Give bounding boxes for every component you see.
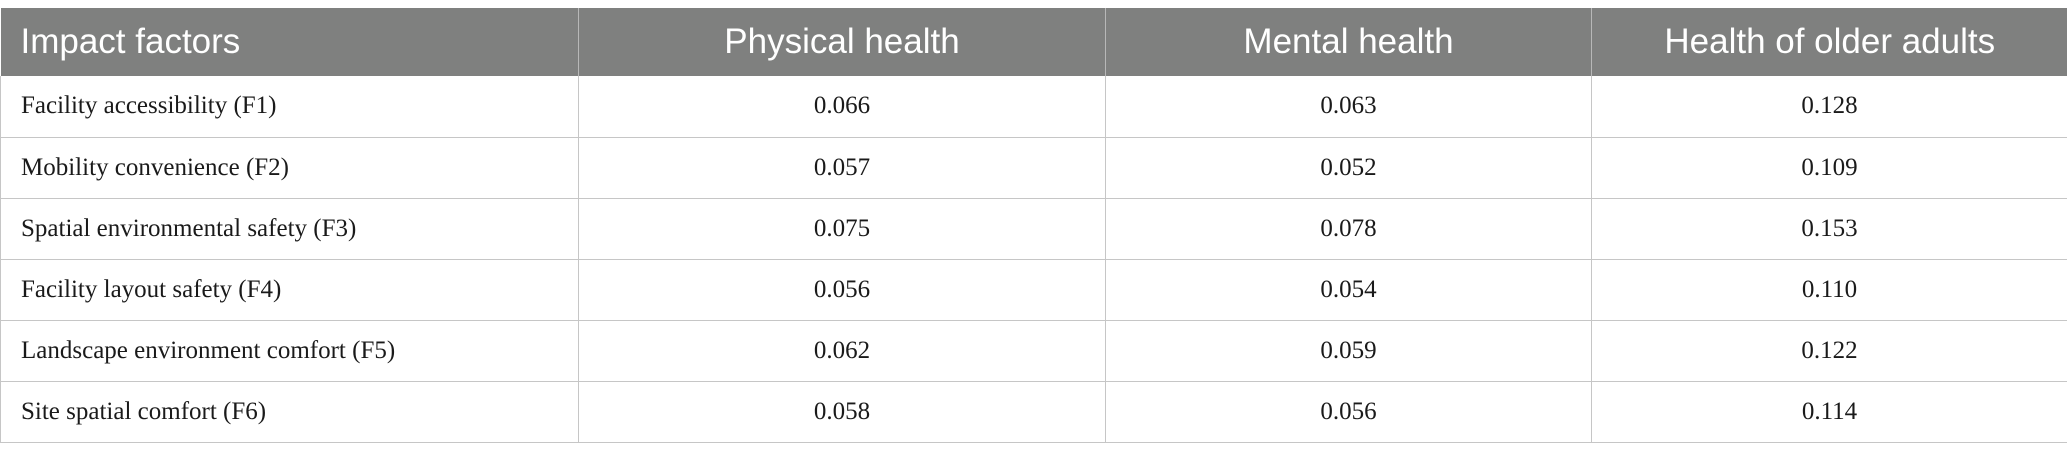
table-row: Site spatial comfort (F6) 0.058 0.056 0.… (0, 381, 2067, 443)
table-row: Mobility convenience (F2) 0.057 0.052 0.… (0, 137, 2067, 199)
header-impact-factors: Impact factors (0, 8, 579, 76)
table-body: Facility accessibility (F1) 0.066 0.063 … (0, 76, 2067, 443)
physical-health-value: 0.056 (578, 259, 1106, 321)
older-adults-health-value: 0.109 (1591, 137, 2067, 199)
header-mental-health: Mental health (1105, 8, 1592, 76)
table-row: Landscape environment comfort (F5) 0.062… (0, 320, 2067, 382)
mental-health-value: 0.063 (1105, 76, 1592, 138)
factor-name: Landscape environment comfort (F5) (0, 320, 579, 382)
mental-health-value: 0.056 (1105, 381, 1592, 443)
header-physical-health: Physical health (578, 8, 1106, 76)
header-row: Impact factors Physical health Mental he… (0, 8, 2067, 76)
table-row: Spatial environmental safety (F3) 0.075 … (0, 198, 2067, 260)
table-header: Impact factors Physical health Mental he… (0, 8, 2067, 76)
data-table-container: Impact factors Physical health Mental he… (0, 8, 2067, 443)
physical-health-value: 0.058 (578, 381, 1106, 443)
older-adults-health-value: 0.153 (1591, 198, 2067, 260)
physical-health-value: 0.075 (578, 198, 1106, 260)
physical-health-value: 0.062 (578, 320, 1106, 382)
physical-health-value: 0.057 (578, 137, 1106, 199)
physical-health-value: 0.066 (578, 76, 1106, 138)
factor-name: Facility layout safety (F4) (0, 259, 579, 321)
header-health-older-adults: Health of older adults (1664, 22, 1996, 61)
mental-health-value: 0.059 (1105, 320, 1592, 382)
factor-name: Site spatial comfort (F6) (0, 381, 579, 443)
older-adults-health-value: 0.128 (1591, 76, 2067, 138)
table-row: Facility accessibility (F1) 0.066 0.063 … (0, 76, 2067, 138)
factor-name: Spatial environmental safety (F3) (0, 198, 579, 260)
older-adults-health-value: 0.110 (1591, 259, 2067, 321)
factor-name: Facility accessibility (F1) (0, 76, 579, 138)
mental-health-value: 0.078 (1105, 198, 1592, 260)
older-adults-health-value: 0.122 (1591, 320, 2067, 382)
older-adults-health-value: 0.114 (1591, 381, 2067, 443)
factor-name: Mobility convenience (F2) (0, 137, 579, 199)
mental-health-value: 0.054 (1105, 259, 1592, 321)
table-row: Facility layout safety (F4) 0.056 0.054 … (0, 259, 2067, 321)
mental-health-value: 0.052 (1105, 137, 1592, 199)
impact-factors-table: Impact factors Physical health Mental he… (0, 8, 2067, 443)
